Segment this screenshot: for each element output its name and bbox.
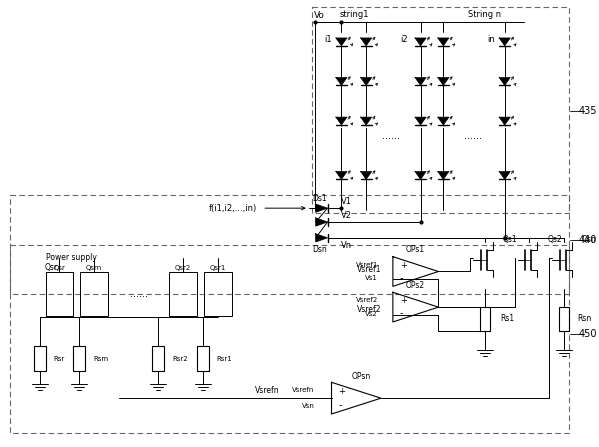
Text: Vsrefn: Vsrefn (292, 387, 314, 393)
Text: OPs2: OPs2 (406, 281, 425, 290)
Polygon shape (415, 38, 426, 46)
Text: Vsref2: Vsref2 (356, 304, 381, 314)
Bar (480, 307, 490, 331)
Polygon shape (361, 117, 372, 125)
Text: String n: String n (468, 10, 501, 19)
Polygon shape (361, 77, 372, 85)
Text: Vs1: Vs1 (365, 275, 378, 282)
Text: Vsrefn: Vsrefn (255, 386, 280, 395)
Polygon shape (336, 172, 347, 179)
Text: OPs1: OPs1 (406, 245, 425, 254)
Bar (10, 245, 569, 433)
Text: Vs2: Vs2 (365, 311, 378, 317)
Text: Rs1: Rs1 (500, 315, 514, 324)
Text: Qs2: Qs2 (547, 235, 562, 245)
Text: -: - (400, 273, 403, 283)
Text: Dsn: Dsn (312, 245, 327, 254)
Text: +: + (400, 261, 407, 270)
Polygon shape (336, 77, 347, 85)
Text: Vsref1: Vsref1 (356, 265, 381, 274)
Text: Vsn: Vsn (302, 403, 314, 409)
Polygon shape (336, 38, 347, 46)
Text: Qsr1: Qsr1 (210, 265, 226, 270)
Polygon shape (415, 77, 426, 85)
Polygon shape (499, 117, 510, 125)
Polygon shape (316, 204, 328, 212)
Text: f(i1,i2,...,in): f(i1,i2,...,in) (208, 204, 257, 213)
Polygon shape (316, 218, 328, 226)
Text: Vn: Vn (341, 241, 353, 250)
Polygon shape (499, 77, 510, 85)
Text: V1: V1 (341, 197, 352, 206)
Text: V2: V2 (341, 211, 352, 219)
Polygon shape (316, 234, 328, 242)
Bar (80, 273, 108, 316)
Text: 435: 435 (579, 106, 597, 116)
Text: ......: ...... (129, 289, 147, 299)
Text: Qsr: Qsr (44, 263, 58, 272)
Text: Vsref1: Vsref1 (356, 261, 378, 268)
Polygon shape (361, 172, 372, 179)
Text: Rsn: Rsn (577, 315, 591, 324)
Text: ......: ...... (382, 131, 400, 141)
Text: Rsr2: Rsr2 (172, 355, 188, 362)
Bar (34, 346, 46, 371)
Text: Qsr2: Qsr2 (175, 265, 191, 270)
Text: -: - (338, 400, 342, 410)
Polygon shape (361, 38, 372, 46)
Polygon shape (438, 77, 449, 85)
Text: +: + (400, 296, 407, 305)
Text: Rsr1: Rsr1 (217, 355, 232, 362)
Polygon shape (336, 117, 347, 125)
Text: +: + (338, 387, 345, 396)
Bar (10, 195, 569, 294)
Text: Qs1: Qs1 (503, 235, 518, 245)
Polygon shape (415, 172, 426, 179)
Text: string1: string1 (340, 10, 369, 19)
Text: Qsrn: Qsrn (86, 265, 102, 270)
Text: Qsn: Qsn (582, 235, 597, 245)
Text: 450: 450 (579, 329, 597, 339)
Text: in: in (487, 35, 495, 44)
Text: 440: 440 (579, 235, 597, 245)
Bar (311, 7, 569, 213)
Bar (197, 346, 209, 371)
Text: i1: i1 (325, 35, 332, 44)
Text: OPsn: OPsn (352, 372, 371, 381)
Text: Power supply: Power supply (46, 253, 96, 262)
Text: Ds1: Ds1 (312, 194, 327, 203)
Text: Vsref2: Vsref2 (356, 297, 378, 303)
Text: Rsr: Rsr (53, 355, 65, 362)
Polygon shape (438, 172, 449, 179)
Text: Rsm: Rsm (93, 355, 108, 362)
Bar (73, 346, 85, 371)
Bar (559, 307, 569, 331)
Polygon shape (499, 172, 510, 179)
Polygon shape (438, 38, 449, 46)
Polygon shape (415, 117, 426, 125)
Bar (46, 273, 73, 316)
Bar (170, 273, 197, 316)
Polygon shape (499, 38, 510, 46)
Bar (152, 346, 164, 371)
Text: i2: i2 (400, 35, 407, 44)
Polygon shape (438, 117, 449, 125)
Text: ......: ...... (464, 131, 482, 141)
Text: -: - (400, 308, 403, 319)
Text: Vo: Vo (314, 11, 325, 20)
Text: Qsr: Qsr (53, 265, 65, 270)
Bar (204, 273, 232, 316)
